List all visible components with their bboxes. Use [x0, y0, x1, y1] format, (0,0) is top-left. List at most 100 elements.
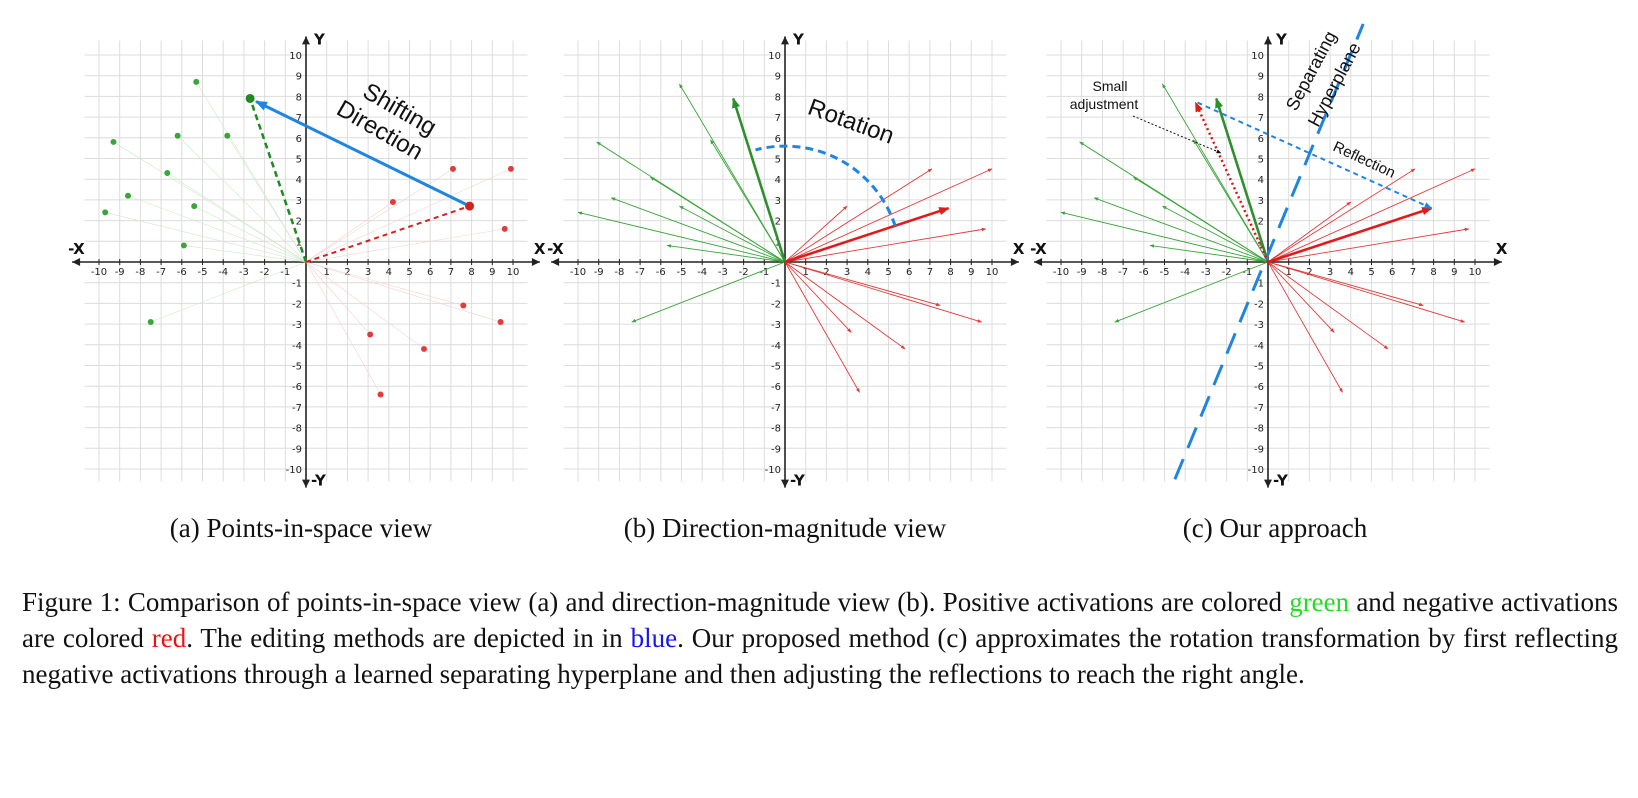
green-vector — [1114, 261, 1269, 323]
x-tick-label: 10 — [986, 267, 999, 278]
x-tick-label: -4 — [697, 267, 707, 278]
caption-blue-word: blue — [630, 623, 678, 653]
y-tick-label: -7 — [771, 403, 781, 414]
caption-part4: . Our proposed method (c) approximates t… — [22, 623, 1619, 689]
green-point — [110, 138, 117, 145]
red-vector — [784, 261, 860, 393]
x-tick-label: -7 — [635, 267, 645, 278]
y-tick-label: 5 — [1258, 155, 1264, 166]
caption-part3: . The editing methods are depicted in in — [186, 623, 623, 653]
y-tick-label: 3 — [775, 196, 781, 207]
x-neg-label: -X — [68, 240, 85, 258]
highlight-green-vector — [1215, 97, 1270, 263]
red-vector — [784, 261, 906, 350]
green-dashed-vector — [248, 98, 308, 263]
y-tick-label: 2 — [1258, 217, 1264, 228]
y-tick-label: 9 — [296, 72, 302, 83]
x-tick-label: 5 — [885, 267, 891, 278]
y-pos-label: Y — [792, 30, 805, 48]
small-adjustment-label: adjustment — [1070, 96, 1139, 112]
caption-part1: Comparison of points-in-space view (a) a… — [127, 587, 1283, 617]
red-vector — [1267, 261, 1424, 307]
red-vector — [784, 168, 993, 263]
highlight-red-point — [465, 201, 475, 211]
red-vector — [784, 261, 852, 333]
y-axis-arrow — [781, 36, 789, 45]
x-tick-label: -8 — [614, 267, 624, 278]
x-tick-label: -9 — [115, 267, 125, 278]
x-tick-label: 4 — [386, 267, 392, 278]
red-vector — [1267, 227, 1470, 263]
x-tick-label: 1 — [1286, 267, 1292, 278]
faint-ray — [305, 261, 501, 323]
y-tick-label: 4 — [775, 175, 781, 186]
figure-caption: Figure 1: Comparison of points-in-space … — [22, 584, 1618, 692]
x-tick-label: 10 — [507, 267, 520, 278]
figure-canvas: -10 -10 -9 -9 -8 -8 -7 -7 -6 -6 -5 -5 -4 -4 -3 -3 -2 -2 -1… — [68, 23, 1508, 490]
y-tick-label: 6 — [775, 134, 781, 145]
red-point — [501, 225, 508, 232]
y-tick-label: 9 — [1258, 72, 1264, 83]
y-tick-label: -6 — [771, 382, 781, 393]
green-vector — [1162, 205, 1269, 263]
y-tick-label: -7 — [292, 403, 302, 414]
green-vector — [710, 139, 786, 263]
y-tick-label: 6 — [296, 134, 302, 145]
green-point — [191, 203, 198, 210]
x-tick-label: -9 — [594, 267, 604, 278]
green-vector — [1133, 176, 1269, 263]
x-tick-label: 2 — [344, 267, 350, 278]
y-tick-label: 7 — [1258, 113, 1264, 124]
y-tick-label: -8 — [1254, 424, 1264, 435]
y-neg-label: -Y — [790, 472, 806, 490]
y-tick-label: 6 — [1258, 134, 1264, 145]
x-tick-label: -6 — [656, 267, 666, 278]
x-tick-label: -1 — [759, 267, 769, 278]
faint-ray — [305, 261, 381, 395]
y-tick-label: -9 — [292, 444, 302, 455]
x-tick-label: -10 — [570, 267, 586, 278]
x-tick-label: 6 — [427, 267, 433, 278]
green-vector — [610, 197, 786, 263]
x-tick-label: 7 — [448, 267, 454, 278]
y-tick-label: -10 — [286, 465, 302, 476]
x-tick-label: 2 — [823, 267, 829, 278]
y-tick-label: -4 — [771, 341, 781, 352]
x-tick-label: 3 — [1327, 267, 1333, 278]
highlight-red-vector — [1267, 206, 1433, 264]
red-vector — [784, 261, 983, 323]
y-tick-label: -10 — [1248, 465, 1264, 476]
x-pos-label: X — [534, 240, 546, 258]
green-point — [174, 132, 181, 139]
x-tick-label: 3 — [365, 267, 371, 278]
green-point — [102, 209, 109, 216]
y-tick-label: 8 — [775, 92, 781, 103]
x-pos-label: X — [1013, 240, 1025, 258]
y-tick-label: -5 — [292, 362, 302, 373]
red-vector — [1267, 261, 1466, 323]
y-tick-label: 7 — [296, 113, 302, 124]
y-axis-arrow — [1264, 479, 1272, 488]
x-tick-label: 5 — [406, 267, 412, 278]
y-neg-label: -Y — [311, 472, 327, 490]
highlight-green-vector — [732, 97, 787, 263]
x-tick-label: -1 — [1242, 267, 1252, 278]
y-tick-label: -3 — [1254, 320, 1264, 331]
y-tick-label: -7 — [1254, 403, 1264, 414]
y-tick-label: -3 — [771, 320, 781, 331]
panel-a: -10 -10 -9 -9 -8 -8 -7 -7 -6 -6 -5 -5 -4 -4 -3 -3 -2 -2 -1… — [68, 30, 546, 489]
subcaption-a: (a) Points-in-space view — [169, 513, 433, 543]
green-vector — [679, 205, 786, 263]
x-axis-arrow — [1010, 258, 1019, 266]
faint-ray — [305, 201, 394, 263]
x-tick-label: -5 — [677, 267, 687, 278]
y-tick-label: -4 — [1254, 341, 1264, 352]
y-tick-label: -9 — [1254, 444, 1264, 455]
green-vector — [1093, 197, 1269, 263]
caption-green-word: green — [1289, 587, 1350, 617]
x-axis-arrow — [531, 258, 540, 266]
x-tick-label: 6 — [906, 267, 912, 278]
small-adjustment-label: Small — [1092, 78, 1127, 94]
red-vector — [784, 227, 987, 263]
y-tick-label: -8 — [292, 424, 302, 435]
